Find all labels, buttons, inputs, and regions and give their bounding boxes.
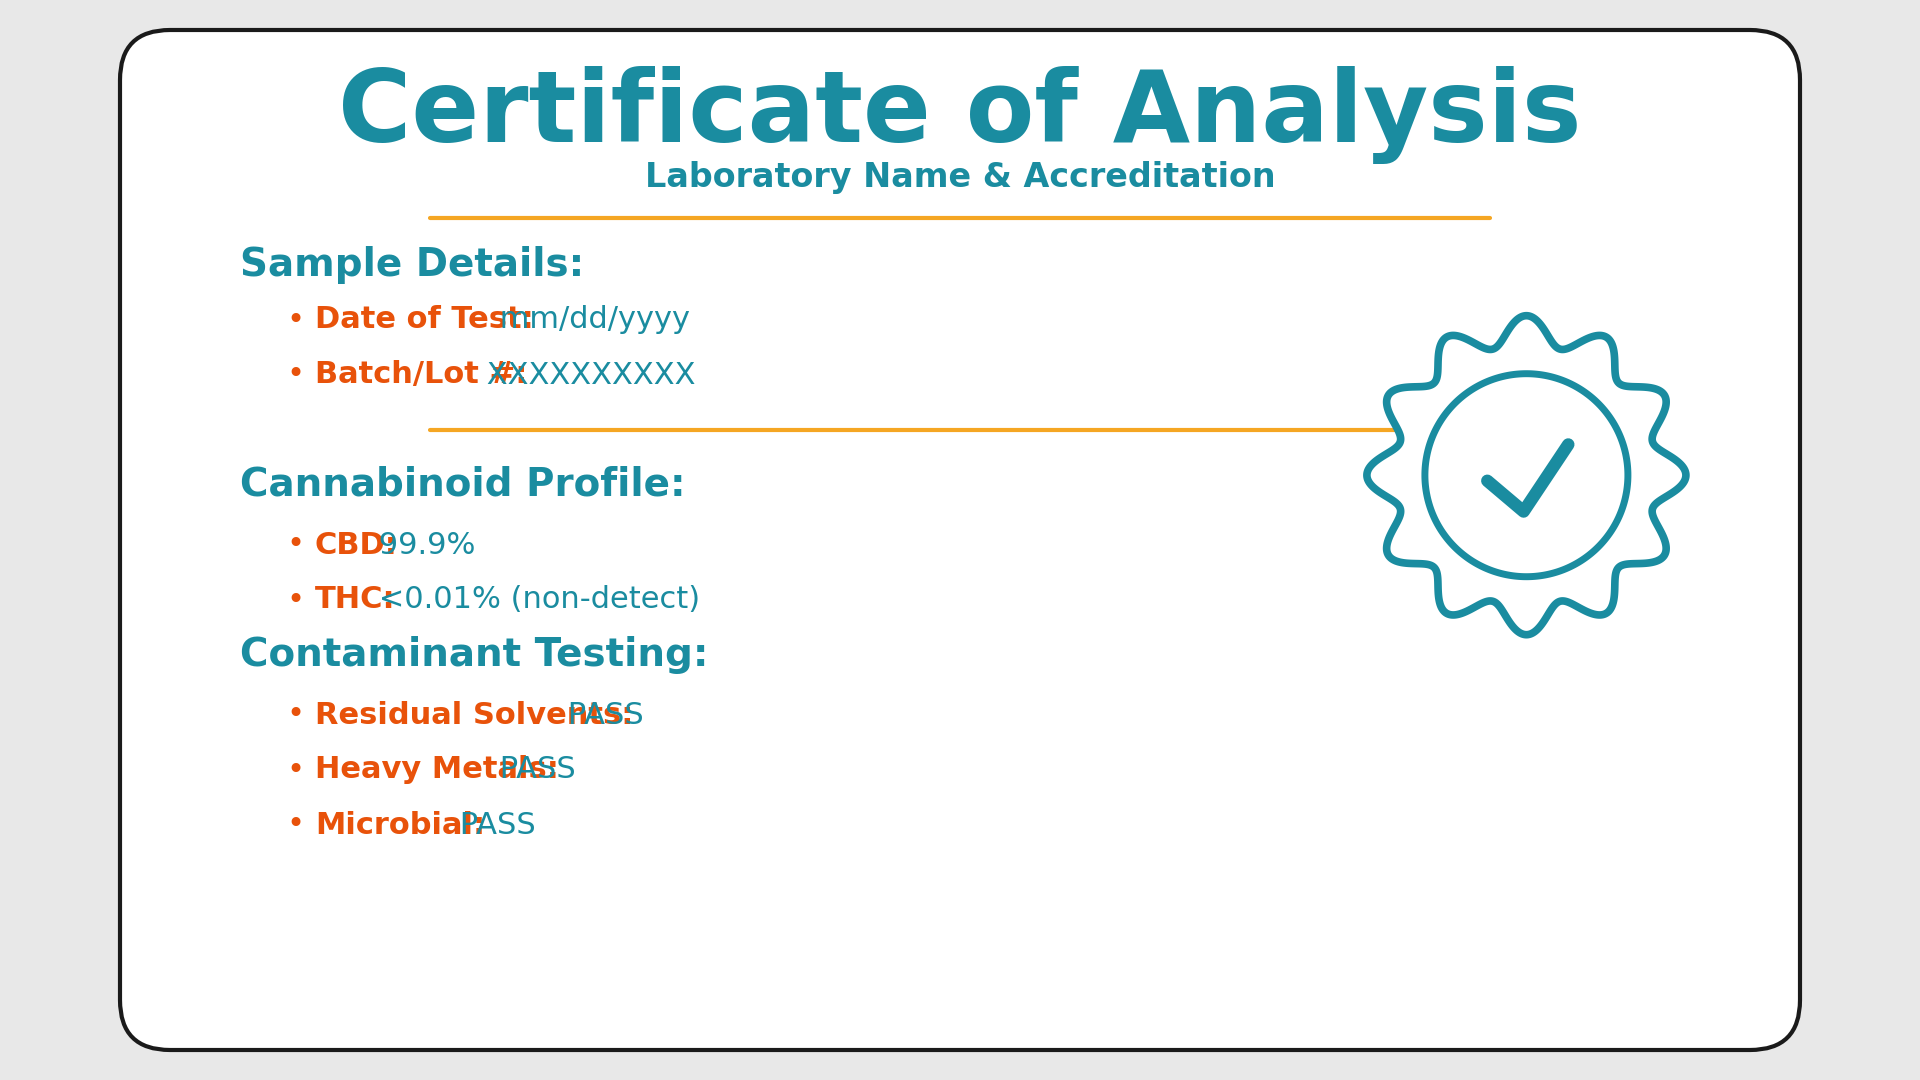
Polygon shape [1425,374,1628,577]
Text: THC:: THC: [315,585,396,615]
Text: Laboratory Name & Accreditation: Laboratory Name & Accreditation [645,162,1275,194]
Text: Microbial:: Microbial: [315,810,486,839]
Text: Cannabinoid Profile:: Cannabinoid Profile: [240,465,685,504]
Text: Contaminant Testing:: Contaminant Testing: [240,636,708,674]
Text: •: • [286,361,303,390]
Text: Batch/Lot #:: Batch/Lot #: [315,361,528,390]
Text: •: • [286,306,303,335]
Text: •: • [286,701,303,729]
Text: mm/dd/yyyy: mm/dd/yyyy [490,306,691,335]
FancyBboxPatch shape [119,30,1801,1050]
Text: •: • [286,530,303,559]
Text: Heavy Metals:: Heavy Metals: [315,756,559,784]
Text: Date of Test:: Date of Test: [315,306,534,335]
Polygon shape [1367,315,1686,635]
Text: •: • [286,585,303,615]
Text: Certificate of Analysis: Certificate of Analysis [338,66,1582,164]
Text: Sample Details:: Sample Details: [240,246,584,284]
Text: Residual Solvents:: Residual Solvents: [315,701,634,729]
Text: PASS: PASS [449,810,536,839]
Text: XXXXXXXXXX: XXXXXXXXXX [476,361,695,390]
Text: CBD:: CBD: [315,530,397,559]
Text: PASS: PASS [490,756,576,784]
Text: 99.9%: 99.9% [369,530,476,559]
Text: •: • [286,810,303,839]
Text: PASS: PASS [559,701,643,729]
Text: •: • [286,756,303,784]
Text: <0.01% (non-detect): <0.01% (non-detect) [369,585,701,615]
